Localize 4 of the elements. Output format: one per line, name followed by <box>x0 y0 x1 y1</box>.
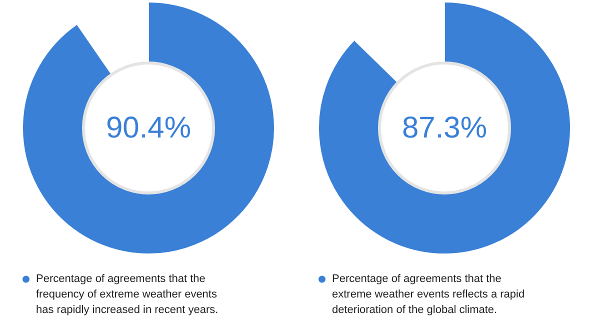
legend-label: Percentage of agreements that the frequency of extreme weather events has rapidly increased in recent years. <box>36 273 218 316</box>
data-label: 87.3% <box>402 112 488 144</box>
data-label: 90.4% <box>106 112 192 144</box>
legend-label: Percentage of agreements that the extreme weather events reflects a rapid deterioration of the global climate. <box>332 273 525 316</box>
